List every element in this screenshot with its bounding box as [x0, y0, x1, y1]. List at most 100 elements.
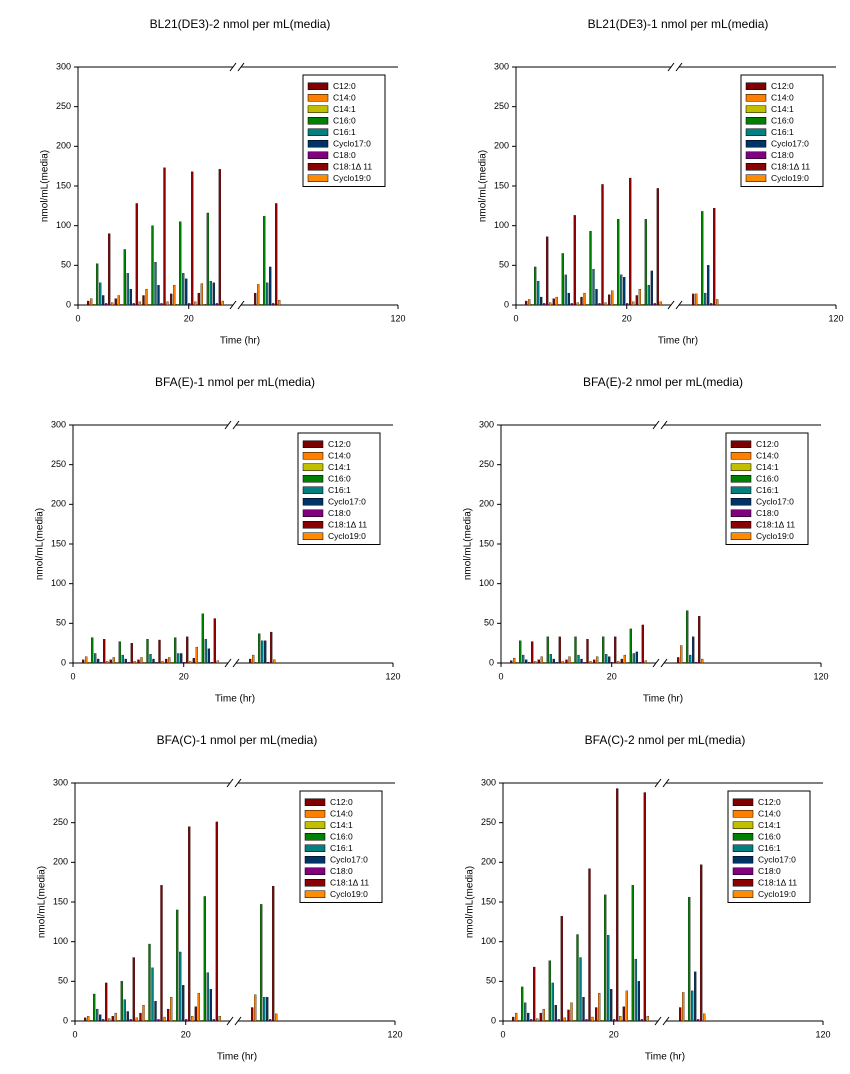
x-tick-label: 120: [385, 671, 400, 681]
x-tick-label: 20: [607, 671, 617, 681]
bar: [583, 662, 586, 664]
bar: [160, 303, 163, 306]
legend-swatch: [732, 856, 754, 864]
bar: [576, 934, 579, 1022]
bar: [527, 662, 531, 664]
x-axis-label: Time (hr): [220, 336, 260, 347]
x-axis-label: Time (hr): [215, 694, 255, 705]
bar: [148, 943, 151, 1022]
chart-panel: BL21(DE3)-2 nmol per mL(media) Time (hr) n…: [40, 17, 406, 346]
legend-swatch: [304, 844, 326, 852]
bar: [552, 298, 555, 306]
bar: [170, 293, 173, 306]
bar: [634, 958, 638, 1022]
legend-label: Cyclo17:0: [771, 139, 809, 149]
bar: [563, 1017, 566, 1022]
bar: [582, 997, 585, 1022]
bar: [87, 662, 91, 664]
legend-label: Cyclo17:0: [758, 855, 796, 865]
bar: [132, 957, 135, 1022]
axis-break: [667, 300, 675, 310]
bar: [644, 219, 648, 306]
bar: [656, 188, 660, 306]
legend-label: C18:0: [333, 150, 356, 160]
bar: [110, 302, 114, 306]
y-tick-label: 0: [61, 657, 66, 667]
bar: [521, 654, 525, 664]
bar: [552, 658, 555, 664]
bar: [135, 203, 138, 306]
axis-break: [660, 420, 668, 430]
bar: [195, 646, 199, 664]
chart-panel: BL21(DE3)-1 nmol per mL(media) Time (hr) n…: [478, 17, 844, 346]
bar: [604, 894, 607, 1022]
bar: [183, 662, 186, 664]
bar: [157, 1019, 160, 1022]
bar: [165, 658, 168, 664]
axis-break: [654, 1016, 662, 1026]
bar: [117, 295, 120, 306]
bar: [92, 993, 96, 1022]
bar: [561, 661, 564, 664]
legend-swatch: [730, 463, 752, 471]
x-axis-label: Time (hr): [658, 336, 698, 347]
y-tick-label: 50: [499, 260, 509, 270]
bar: [554, 1004, 557, 1022]
legend-label: Cyclo19:0: [330, 889, 368, 899]
bar: [533, 266, 537, 306]
bar: [688, 897, 691, 1022]
bar: [186, 636, 189, 664]
bar: [126, 1011, 129, 1022]
legend-label: C18:1Δ 11: [756, 520, 795, 530]
bar: [548, 960, 551, 1022]
x-tick-label: 120: [815, 1029, 830, 1039]
legend-label: Cyclo17:0: [756, 497, 794, 507]
y-tick-label: 200: [51, 499, 66, 509]
bar: [182, 985, 185, 1022]
bar: [545, 1020, 548, 1022]
y-tick-label: 150: [56, 180, 71, 190]
bar: [598, 303, 601, 306]
legend-swatch: [307, 128, 329, 136]
bar: [637, 981, 641, 1022]
bar: [573, 1020, 576, 1022]
bar: [601, 184, 604, 306]
bar: [261, 640, 264, 664]
bar: [142, 1004, 145, 1022]
bar: [96, 658, 100, 664]
bar: [577, 654, 580, 664]
bar: [263, 997, 266, 1022]
legend-label: Cyclo17:0: [328, 497, 366, 507]
y-tick-label: 300: [479, 419, 494, 429]
bar: [610, 989, 613, 1022]
bar: [586, 304, 589, 306]
bar: [174, 637, 177, 664]
legend-label: C16:0: [333, 116, 356, 126]
legend-label: C14:1: [333, 104, 356, 114]
bar: [640, 1019, 644, 1022]
bar: [595, 1007, 598, 1022]
bar: [81, 659, 85, 664]
legend-swatch: [302, 486, 324, 494]
bar: [629, 628, 633, 664]
bar: [198, 662, 202, 664]
bar: [212, 1019, 216, 1022]
axis-break: [652, 420, 660, 430]
bar: [698, 304, 701, 306]
y-tick-label: 250: [53, 817, 68, 827]
bar: [257, 1020, 260, 1022]
axis-break: [234, 1016, 242, 1026]
bar: [542, 1008, 545, 1022]
chart-title: BFA(C)-1 nmol per mL(media): [157, 733, 318, 747]
legend-swatch: [730, 475, 752, 483]
y-tick-label: 50: [484, 618, 494, 628]
legend-label: C14:1: [330, 820, 353, 830]
bar: [192, 658, 196, 664]
y-tick-label: 0: [489, 657, 494, 667]
bar: [545, 236, 549, 306]
bar: [622, 1006, 626, 1022]
x-tick-label: 0: [70, 671, 75, 681]
legend-swatch: [732, 890, 754, 898]
bar: [570, 1002, 573, 1022]
